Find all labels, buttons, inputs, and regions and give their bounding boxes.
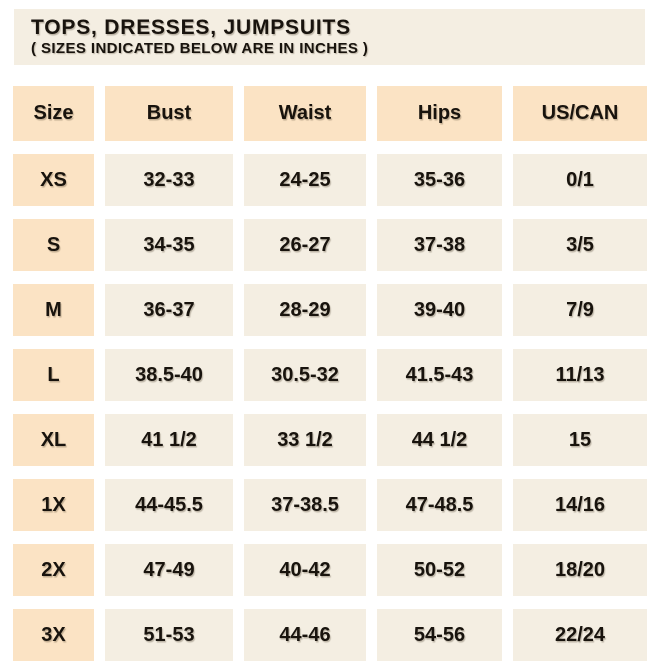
hips-cell: 41.5-43: [377, 349, 502, 401]
size-label-cell: L: [13, 349, 94, 401]
us-can-cell: 3/5: [513, 219, 647, 271]
size-label-cell: M: [13, 284, 94, 336]
us-can-cell: 14/16: [513, 479, 647, 531]
size-label-cell: 1X: [13, 479, 94, 531]
bust-cell: 51-53: [105, 609, 233, 661]
size-label-cell: 2X: [13, 544, 94, 596]
column-header-hips: Hips: [377, 86, 502, 141]
us-can-cell: 0/1: [513, 154, 647, 206]
size-label-cell: S: [13, 219, 94, 271]
us-can-cell: 7/9: [513, 284, 647, 336]
bust-cell: 38.5-40: [105, 349, 233, 401]
waist-cell: 40-42: [244, 544, 366, 596]
size-chart-header: TOPS, DRESSES, JUMPSUITS ( SIZES INDICAT…: [14, 9, 645, 65]
bust-cell: 44-45.5: [105, 479, 233, 531]
us-can-cell: 15: [513, 414, 647, 466]
column-header-waist: Waist: [244, 86, 366, 141]
waist-cell: 26-27: [244, 219, 366, 271]
hips-cell: 54-56: [377, 609, 502, 661]
hips-cell: 35-36: [377, 154, 502, 206]
waist-cell: 28-29: [244, 284, 366, 336]
hips-cell: 47-48.5: [377, 479, 502, 531]
waist-cell: 30.5-32: [244, 349, 366, 401]
column-header-bust: Bust: [105, 86, 233, 141]
hips-cell: 44 1/2: [377, 414, 502, 466]
bust-cell: 36-37: [105, 284, 233, 336]
column-header-us-can: US/CAN: [513, 86, 647, 141]
hips-cell: 37-38: [377, 219, 502, 271]
hips-cell: 50-52: [377, 544, 502, 596]
page-subtitle: ( SIZES INDICATED BELOW ARE IN INCHES ): [31, 39, 369, 57]
size-label-cell: XS: [13, 154, 94, 206]
bust-cell: 41 1/2: [105, 414, 233, 466]
page-title: TOPS, DRESSES, JUMPSUITS: [31, 15, 351, 39]
waist-cell: 33 1/2: [244, 414, 366, 466]
column-header-size: Size: [13, 86, 94, 141]
bust-cell: 32-33: [105, 154, 233, 206]
bust-cell: 47-49: [105, 544, 233, 596]
waist-cell: 37-38.5: [244, 479, 366, 531]
size-label-cell: 3X: [13, 609, 94, 661]
size-label-cell: XL: [13, 414, 94, 466]
us-can-cell: 11/13: [513, 349, 647, 401]
us-can-cell: 22/24: [513, 609, 647, 661]
hips-cell: 39-40: [377, 284, 502, 336]
bust-cell: 34-35: [105, 219, 233, 271]
waist-cell: 24-25: [244, 154, 366, 206]
waist-cell: 44-46: [244, 609, 366, 661]
us-can-cell: 18/20: [513, 544, 647, 596]
size-chart-table: Size Bust Waist Hips US/CAN XS 32-33 24-…: [13, 86, 647, 661]
